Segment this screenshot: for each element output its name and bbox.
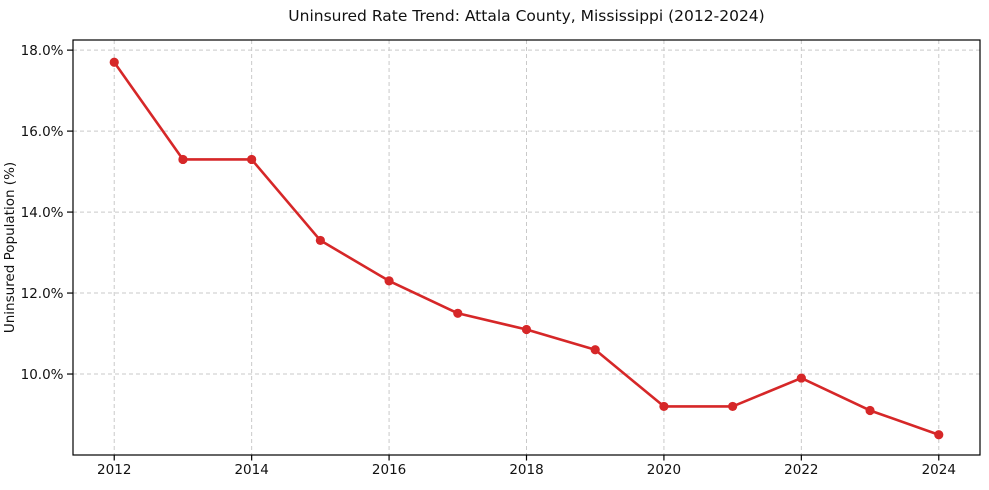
y-tick-label: 10.0%: [21, 367, 64, 383]
x-tick-label: 2014: [234, 462, 268, 478]
data-point: [728, 401, 738, 412]
data-point: [178, 154, 188, 165]
data-point: [109, 57, 119, 67]
chart-title: Uninsured Rate Trend: Attala County, Mis…: [288, 7, 764, 25]
x-tick-label: 2020: [647, 462, 681, 478]
x-tick-label: 2022: [784, 462, 818, 478]
data-point: [453, 308, 463, 318]
data-point: [521, 324, 532, 335]
data-series: [109, 57, 944, 440]
tick-marks: [67, 49, 940, 461]
gridlines: [73, 40, 980, 455]
data-point: [865, 405, 875, 416]
x-tick-label: 2016: [372, 462, 406, 478]
x-tick-label: 2024: [922, 462, 956, 478]
data-point: [315, 235, 325, 246]
data-point: [590, 345, 600, 355]
y-tick-label: 16.0%: [21, 124, 64, 140]
tick-labels: 2012 2014 2016 2018 2020 2022 2024 10.0% 12.0% 14…: [21, 43, 956, 478]
y-tick-label: 18.0%: [21, 43, 64, 59]
data-point: [659, 401, 669, 412]
x-tick-label: 2012: [97, 462, 131, 478]
data-point: [796, 373, 806, 383]
data-point: [384, 276, 394, 286]
y-tick-label: 12.0%: [21, 286, 64, 302]
data-point: [247, 154, 257, 165]
data-point: [934, 430, 944, 440]
y-axis-label: Uninsured Population (%): [2, 162, 18, 333]
x-tick-label: 2018: [509, 462, 543, 478]
y-tick-label: 14.0%: [21, 205, 64, 221]
